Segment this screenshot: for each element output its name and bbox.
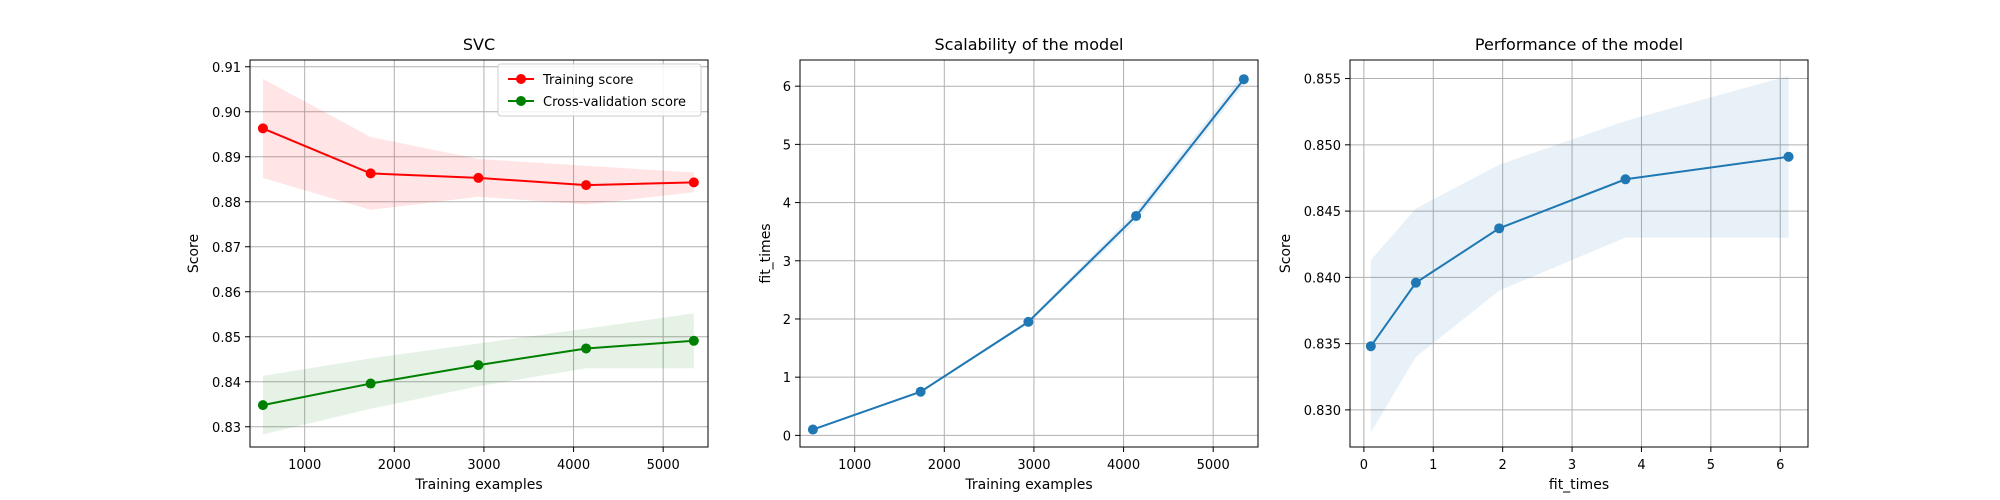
data-point-1-4 <box>688 335 699 346</box>
data-point-0-0 <box>257 123 268 134</box>
y-tick-label-5: 0.855 <box>1304 73 1341 88</box>
data-point-0-1 <box>365 168 376 179</box>
legend-box <box>497 63 702 117</box>
y-tick-label-1: 0.835 <box>1304 338 1341 353</box>
scalability-panel: 1000 2000 3000 4000 5000 0 1 2 3 4 5 6 Scalability o… <box>758 35 1259 493</box>
performance-panel: 0 1 2 3 4 5 6 0.830 0.835 0.840 0.845 0.850 0.855 Per… <box>1278 35 1809 493</box>
y-tick-label-4: 0.87 <box>212 241 241 256</box>
x-tick-label-3: 4000 <box>557 458 590 473</box>
x-tick-label-3: 4000 <box>1107 458 1140 473</box>
svc-learning-curve-panel: 1000 2000 3000 4000 5000 0.83 0.84 0.85 0.86 0.87… <box>186 35 709 493</box>
chart-title: Scalability of the model <box>935 35 1124 54</box>
axes-frame <box>249 59 709 448</box>
data-point-0-1 <box>915 386 926 397</box>
axes-frame <box>1349 59 1809 448</box>
data-point-0-2 <box>1494 223 1505 234</box>
data-point-0-3 <box>1131 210 1142 221</box>
y-tick-label-6: 6 <box>783 80 791 95</box>
y-tick-label-2: 0.85 <box>212 331 241 346</box>
data-point-1-3 <box>581 343 592 354</box>
data-point-1-1 <box>365 378 376 389</box>
y-tick-label-4: 4 <box>783 197 791 212</box>
y-axis-label: fit_times <box>758 223 774 283</box>
x-tick-label-5: 5 <box>1707 458 1715 473</box>
data-point-0-4 <box>688 177 699 188</box>
confidence-band-1 <box>262 313 694 435</box>
legend-marker-0 <box>516 74 526 84</box>
data-point-0-4 <box>1783 151 1794 162</box>
y-tick-label-3: 0.845 <box>1304 205 1341 220</box>
x-axis-label: Training examples <box>414 477 542 493</box>
chart-title: SVC <box>463 35 495 54</box>
y-tick-label-4: 0.850 <box>1304 139 1341 154</box>
legend: Training score Cross-validation score <box>497 63 702 117</box>
x-tick-label-6: 6 <box>1776 458 1784 473</box>
y-axis-label: Score <box>186 234 202 273</box>
y-tick-label-2: 0.840 <box>1304 271 1341 286</box>
axes-frame <box>799 59 1259 448</box>
y-tick-label-0: 0 <box>783 429 791 444</box>
x-tick-label-2: 2 <box>1499 458 1507 473</box>
x-axis-label: fit_times <box>1549 477 1609 493</box>
y-axis-label: Score <box>1278 234 1294 273</box>
x-tick-label-0: 1000 <box>288 458 321 473</box>
x-tick-label-1: 2000 <box>928 458 961 473</box>
data-point-0-1 <box>1410 277 1421 288</box>
data-point-0-2 <box>1023 316 1034 327</box>
data-point-1-0 <box>257 400 268 411</box>
y-tick-label-3: 3 <box>783 255 791 270</box>
x-tick-label-1: 1 <box>1429 458 1437 473</box>
y-tick-label-7: 0.90 <box>212 106 241 121</box>
y-tick-label-0: 0.83 <box>212 421 241 436</box>
data-point-0-3 <box>1620 174 1631 185</box>
x-tick-label-0: 1000 <box>838 458 871 473</box>
legend-label-0: Training score <box>542 73 633 88</box>
x-tick-label-2: 3000 <box>467 458 500 473</box>
data-point-0-4 <box>1238 74 1249 85</box>
data-point-0-0 <box>807 424 818 435</box>
y-tick-label-1: 0.84 <box>212 376 241 391</box>
y-tick-label-3: 0.86 <box>212 286 241 301</box>
confidence-band-0 <box>812 73 1244 431</box>
x-tick-label-2: 3000 <box>1017 458 1050 473</box>
y-tick-label-5: 5 <box>783 138 791 153</box>
confidence-band-0 <box>1370 75 1789 433</box>
y-tick-label-5: 0.88 <box>212 196 241 211</box>
data-point-0-3 <box>581 180 592 191</box>
y-tick-label-8: 0.91 <box>212 61 241 76</box>
data-point-0-0 <box>1365 341 1376 352</box>
x-tick-label-4: 5000 <box>647 458 680 473</box>
y-tick-label-2: 2 <box>783 313 791 328</box>
legend-marker-1 <box>516 96 526 106</box>
y-tick-label-1: 1 <box>783 371 791 386</box>
y-tick-label-6: 0.89 <box>212 151 241 166</box>
chart-title: Performance of the model <box>1475 35 1683 54</box>
x-tick-label-4: 5000 <box>1197 458 1230 473</box>
y-tick-label-0: 0.830 <box>1304 404 1341 419</box>
legend-label-1: Cross-validation score <box>543 95 686 110</box>
x-tick-label-0: 0 <box>1360 458 1368 473</box>
x-tick-label-3: 3 <box>1568 458 1576 473</box>
x-tick-label-1: 2000 <box>378 458 411 473</box>
x-tick-label-4: 4 <box>1637 458 1645 473</box>
data-point-1-2 <box>473 360 484 371</box>
x-axis-label: Training examples <box>964 477 1092 493</box>
data-point-0-2 <box>473 172 484 183</box>
